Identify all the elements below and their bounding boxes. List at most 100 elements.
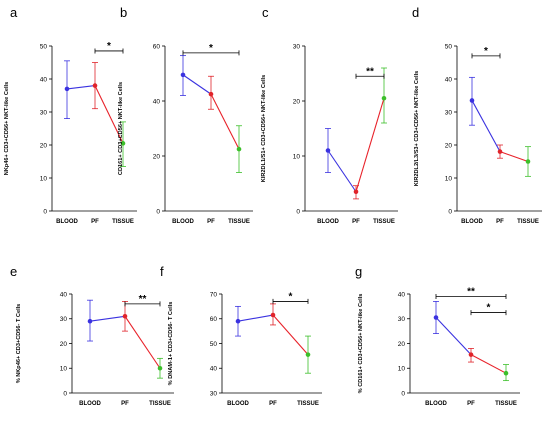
x-tick-label-pf: PF xyxy=(121,401,129,407)
y-tick-label: 0 xyxy=(156,208,160,215)
y-tick-label: 70 xyxy=(210,291,218,298)
x-tick-label-tissue: TISSUE xyxy=(297,401,319,407)
series-line-segment xyxy=(66,85,96,90)
y-tick-label: 40 xyxy=(210,366,218,373)
chart-panel-a: a 0 10 20 30 40 50 BLOOD PF TISSUE NKp46+ CD3+CD56… xyxy=(4,5,137,225)
y-tick-label: 50 xyxy=(445,43,453,50)
significance-label: * xyxy=(209,43,213,54)
data-point-blood xyxy=(469,98,475,103)
x-tick-label-blood: BLOOD xyxy=(317,219,339,225)
chart-panel-d: d 0 10 20 30 40 50 BLOOD PF TISSUE KIR2DL2/L3/S3+ … xyxy=(412,5,542,225)
data-point-tissue xyxy=(157,365,163,371)
data-point-pf xyxy=(353,189,359,195)
y-tick-label: 20 xyxy=(153,153,161,160)
y-tick-label: 30 xyxy=(210,390,218,397)
series-line-segment xyxy=(94,85,124,144)
significance-label: * xyxy=(107,41,111,52)
panel-letter: b xyxy=(120,5,127,20)
x-tick-label-tissue: TISSUE xyxy=(149,401,171,407)
significance-label: * xyxy=(289,291,293,302)
data-point-pf xyxy=(270,312,276,318)
chart-panel-g: g 0 10 20 30 40 BLOOD PF TISSUE % CD161+ CD3+CD56… xyxy=(355,264,520,407)
x-tick-label-pf: PF xyxy=(269,401,277,407)
data-point-tissue xyxy=(503,370,509,376)
y-tick-label: 20 xyxy=(60,341,68,348)
y-tick-label: 30 xyxy=(60,316,68,323)
x-tick-label-blood: BLOOD xyxy=(227,401,249,407)
x-tick-label-tissue: TISSUE xyxy=(517,219,539,225)
y-tick-label: 40 xyxy=(40,76,48,83)
x-tick-label-blood: BLOOD xyxy=(425,401,447,407)
significance-label: * xyxy=(484,46,488,57)
x-tick-label-pf: PF xyxy=(467,401,475,407)
x-tick-label-tissue: TISSUE xyxy=(495,401,517,407)
y-axis-label: % NKp46+ CD3+CD56- T Cells xyxy=(16,304,22,384)
x-tick-label-blood: BLOOD xyxy=(56,219,78,225)
significance-label: ** xyxy=(467,286,475,297)
series-line-segment xyxy=(470,354,507,374)
y-axis-label: KIR2DL1/S1+ CD3+CD56+ NKT-like Cells xyxy=(261,75,267,182)
data-point-pf xyxy=(92,83,98,88)
chart-panel-c: c 0 10 20 30 BLOOD PF TISSUE KIR2DL1/S1+ CD3+CD5… xyxy=(261,5,398,225)
series-line-segment xyxy=(89,315,126,322)
y-tick-label: 60 xyxy=(153,43,161,50)
y-tick-label: 0 xyxy=(296,208,300,215)
y-axis-label: % DNAM-1+ CD3+CD56- T Cells xyxy=(168,302,174,386)
series-line-segment xyxy=(124,315,161,369)
y-tick-label: 30 xyxy=(293,43,301,50)
y-tick-label: 60 xyxy=(210,316,218,323)
data-point-tissue xyxy=(381,95,387,101)
y-axis-label: KIR2DL2/L3/S3+ CD3+CD56+ NKT-like Cells xyxy=(414,71,420,187)
series-line-segment xyxy=(210,93,240,150)
y-tick-label: 0 xyxy=(63,390,67,397)
x-tick-label-tissue: TISSUE xyxy=(112,219,134,225)
series-line-segment xyxy=(272,314,309,356)
data-point-blood xyxy=(235,318,241,324)
data-point-blood xyxy=(64,86,70,92)
significance-label: ** xyxy=(139,294,147,305)
data-point-pf xyxy=(208,91,214,97)
data-point-tissue xyxy=(120,141,126,146)
y-tick-label: 20 xyxy=(40,142,48,149)
y-tick-label: 10 xyxy=(293,153,301,160)
x-tick-label-pf: PF xyxy=(91,219,99,225)
data-point-tissue xyxy=(236,146,242,152)
y-tick-label: 0 xyxy=(448,208,452,215)
y-tick-label: 30 xyxy=(40,109,48,116)
series-line-segment xyxy=(435,317,472,356)
significance-label: * xyxy=(487,303,491,314)
data-point-tissue xyxy=(525,159,531,164)
y-axis-label: NKp46+ CD3+CD56+ NKT-like Cells xyxy=(4,82,10,175)
series-line-segment xyxy=(355,98,385,192)
data-point-tissue xyxy=(305,352,311,357)
panel-letter: e xyxy=(10,264,17,279)
data-point-blood xyxy=(325,148,331,153)
y-tick-label: 10 xyxy=(398,366,406,373)
y-tick-label: 40 xyxy=(445,76,453,83)
y-tick-label: 40 xyxy=(398,291,406,298)
x-tick-label-tissue: TISSUE xyxy=(373,219,395,225)
y-tick-label: 0 xyxy=(43,208,47,215)
x-tick-label-blood: BLOOD xyxy=(461,219,483,225)
y-tick-label: 10 xyxy=(60,366,68,373)
y-tick-label: 40 xyxy=(153,98,161,105)
data-point-pf xyxy=(122,313,128,319)
x-tick-label-blood: BLOOD xyxy=(172,219,194,225)
data-point-blood xyxy=(433,315,439,320)
series-line-segment xyxy=(182,74,212,95)
y-tick-label: 40 xyxy=(60,291,68,298)
chart-panel-f: f 30 40 50 60 70 BLOOD PF TISSUE % DNAM-1+ CD3+CD… xyxy=(160,264,322,407)
y-tick-label: 10 xyxy=(40,175,48,182)
series-line-segment xyxy=(499,151,529,163)
data-point-blood xyxy=(180,72,186,78)
chart-panel-e: e 0 10 20 30 40 BLOOD PF TISSUE % NKp46+ CD3+CD56… xyxy=(10,264,174,407)
significance-label: ** xyxy=(366,66,374,77)
panel-letter: c xyxy=(262,5,269,20)
x-tick-label-pf: PF xyxy=(496,219,504,225)
data-point-blood xyxy=(87,318,93,324)
y-tick-label: 20 xyxy=(445,142,453,149)
y-tick-label: 30 xyxy=(398,316,406,323)
x-tick-label-tissue: TISSUE xyxy=(228,219,250,225)
panel-letter: d xyxy=(412,5,419,20)
